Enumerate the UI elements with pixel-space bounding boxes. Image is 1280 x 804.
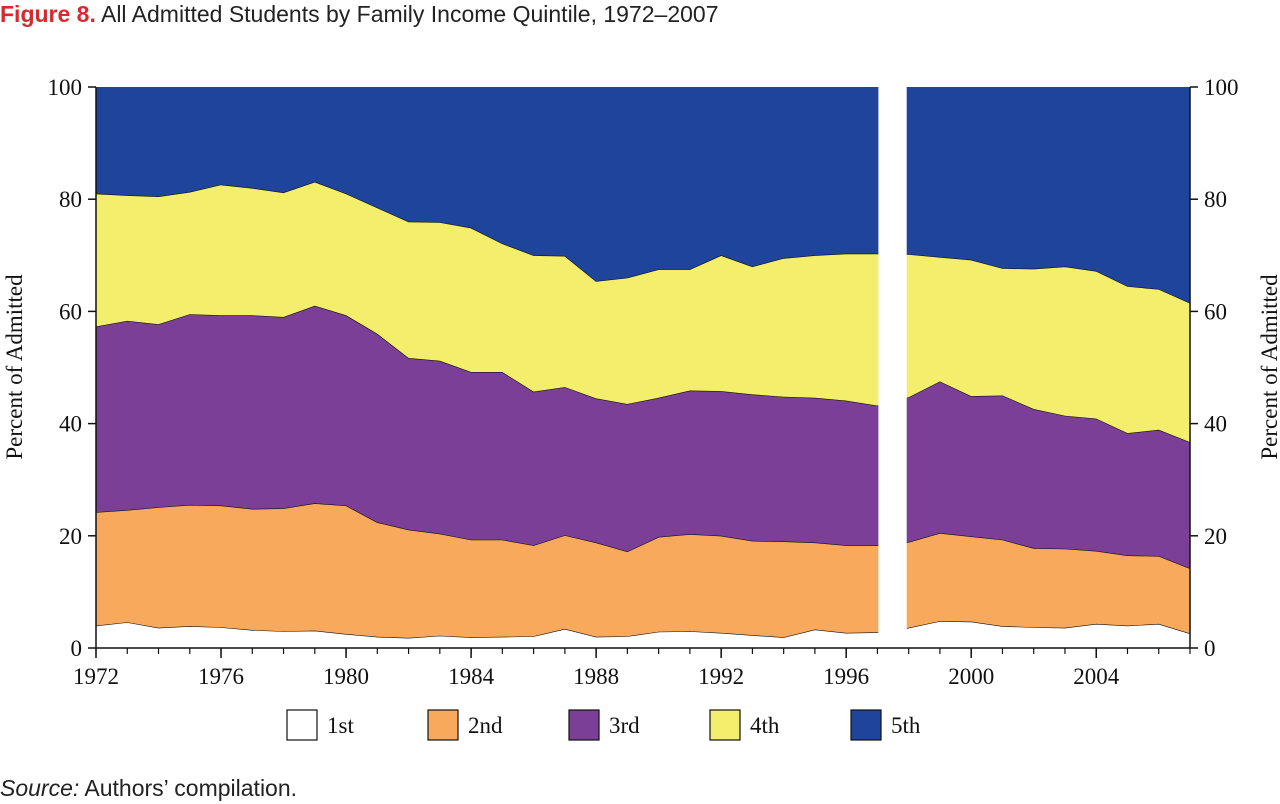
y-tick-label-right: 40 (1204, 412, 1227, 437)
legend-label-4th: 4th (750, 713, 780, 738)
legend-label-2nd: 2nd (468, 713, 503, 738)
y-tick-label-right: 20 (1204, 524, 1227, 549)
x-tick-label: 1972 (73, 664, 119, 689)
x-tick-label: 1992 (698, 664, 744, 689)
source-text: Authors’ compilation. (84, 775, 298, 801)
legend-label-5th: 5th (891, 713, 921, 738)
figure-number: Figure 8. (0, 1, 96, 27)
source-label: Source: (0, 775, 80, 801)
y-tick-label-left: 40 (59, 412, 82, 437)
y-tick-label-left: 80 (59, 187, 82, 212)
area-3rd (96, 305, 1190, 569)
area-layers (95, 87, 1191, 648)
y-tick-label-left: 100 (48, 75, 83, 100)
x-tick-label: 2000 (948, 664, 994, 689)
legend-swatch-4th (709, 709, 741, 741)
x-tick-label: 1976 (198, 664, 244, 689)
x-tick-label: 1980 (323, 664, 369, 689)
axes: 0 0 20 20 40 40 60 60 80 80 100 100 1972 1976 1980 1984… (48, 75, 1239, 689)
legend-swatch-1st (286, 709, 318, 741)
figure-title: Figure 8. All Admitted Students by Famil… (0, 0, 719, 30)
x-tick-label: 1984 (448, 664, 495, 689)
x-tick-label: 2004 (1073, 664, 1120, 689)
y-tick-label-left: 60 (59, 299, 82, 324)
legend-label-1st: 1st (327, 713, 354, 738)
x-tick-label: 1996 (823, 664, 869, 689)
source-note: Source: Authors’ compilation. (0, 773, 297, 803)
stacked-area-chart: 0 0 20 20 40 40 60 60 80 80 100 100 1972 1976 1980 1984… (2, 75, 1280, 741)
y-tick-label-left: 20 (59, 524, 82, 549)
legend-swatch-2nd (427, 709, 459, 741)
y-axis-label-left: Percent of Admitted (2, 274, 27, 460)
area-4th (96, 181, 1190, 443)
area-5th (96, 87, 1190, 303)
legend-swatch-5th (850, 709, 882, 741)
area-2nd (96, 503, 1190, 638)
y-tick-label-right: 60 (1204, 299, 1227, 324)
y-axis-label-right: Percent of Admitted (1257, 274, 1280, 460)
legend-swatch-3rd (568, 709, 600, 741)
legend: 1st 2nd 3rd 4th 5th (286, 709, 921, 741)
legend-label-3rd: 3rd (609, 713, 640, 738)
y-tick-label-left: 0 (71, 636, 83, 661)
y-tick-label-right: 80 (1204, 187, 1227, 212)
series-gap-band (878, 85, 907, 650)
y-tick-label-right: 0 (1204, 636, 1216, 661)
x-tick-label: 1988 (573, 664, 619, 689)
y-tick-label-right: 100 (1204, 75, 1239, 100)
figure-title-text: All Admitted Students by Family Income Q… (100, 1, 719, 27)
